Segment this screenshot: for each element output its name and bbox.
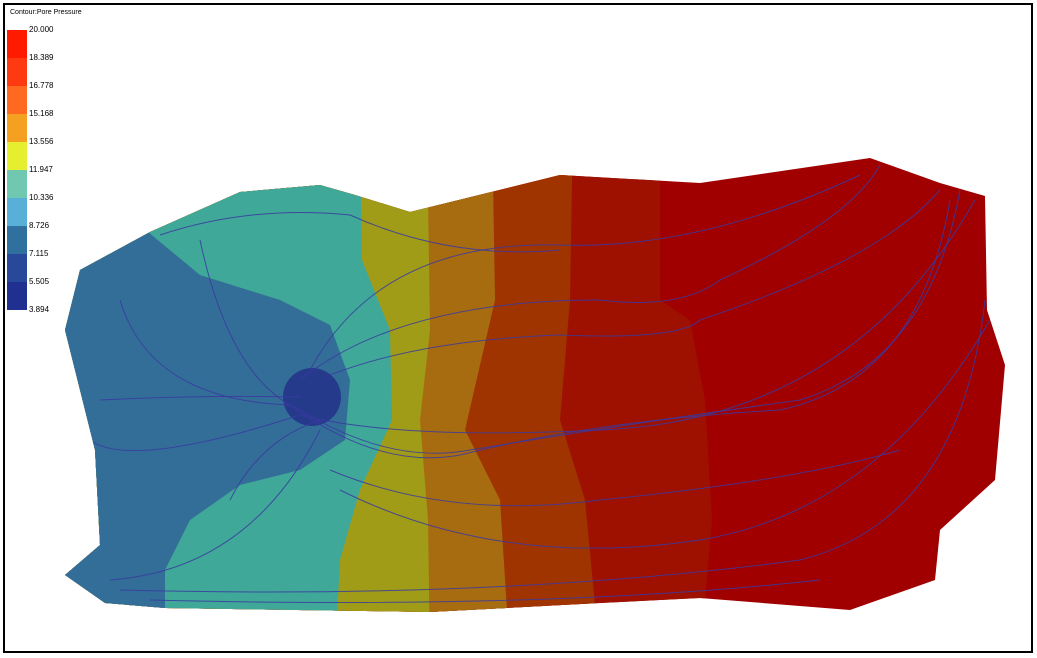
legend-swatch <box>7 226 27 254</box>
legend: 20.000 18.389 16.778 15.168 13.556 11.947 10.3… <box>7 25 54 314</box>
region <box>283 368 341 426</box>
legend-swatch <box>7 30 27 58</box>
legend-swatch <box>7 58 27 86</box>
legend-label: 13.556 <box>29 137 54 146</box>
legend-label: 8.726 <box>29 221 50 230</box>
legend-label: 7.115 <box>29 249 49 258</box>
legend-label: 11.947 <box>29 165 53 174</box>
legend-swatch <box>7 198 27 226</box>
legend-swatch <box>7 142 27 170</box>
legend-label: 10.336 <box>29 193 54 202</box>
legend-label: 5.505 <box>29 277 50 286</box>
legend-swatch <box>7 170 27 198</box>
legend-swatch <box>7 282 27 310</box>
legend-title: Contour:Pore Pressure <box>10 9 82 16</box>
legend-label: 15.168 <box>29 109 54 118</box>
legend-swatch <box>7 254 27 282</box>
streamlines <box>89 164 991 603</box>
legend-label: 18.389 <box>29 53 54 62</box>
legend-swatch <box>7 114 27 142</box>
legend-label: 16.778 <box>29 81 54 90</box>
legend-label: 3.894 <box>29 305 50 314</box>
legend-swatch <box>7 86 27 114</box>
legend-label: 20.000 <box>29 25 54 34</box>
